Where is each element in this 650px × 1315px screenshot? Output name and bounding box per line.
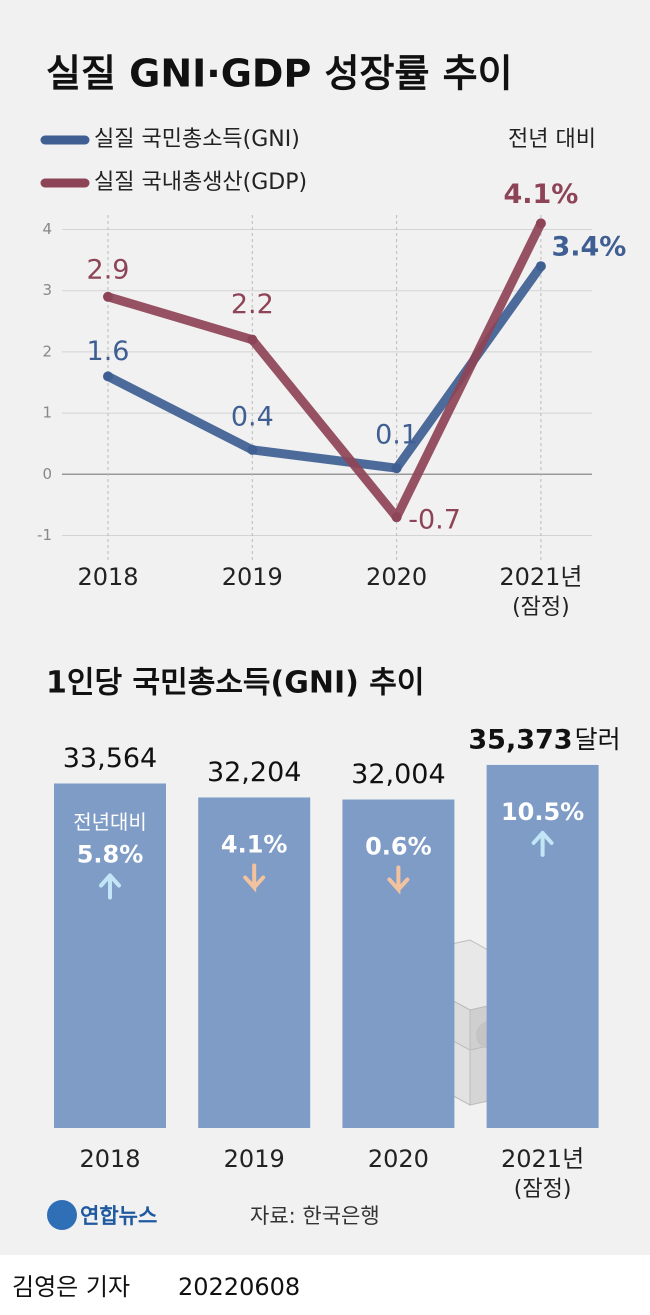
data-label: 1.6 [87, 336, 130, 367]
point [103, 291, 113, 302]
data-label: -0.7 [408, 505, 461, 536]
x-tick-label: 2019 [224, 1145, 285, 1173]
legend-label: 실질 국민총소득(GNI) [94, 127, 300, 152]
unit-label: 달러 [575, 725, 621, 754]
point [103, 371, 113, 382]
source: 자료: 한국은행 [250, 1204, 380, 1228]
growth-title: 전년대비 [73, 810, 147, 834]
x-tick-label: 2018 [77, 563, 138, 591]
point [535, 218, 546, 229]
bar [342, 799, 455, 1128]
point [247, 334, 258, 345]
bar [198, 797, 311, 1128]
legend-label: 실질 국내총생산(GDP) [94, 170, 307, 195]
data-label: 32,004 [351, 759, 445, 790]
logo: 연합뉴스 [47, 1200, 157, 1230]
chart-title: 실질 GNI·GDP 성장률 추이 [46, 52, 513, 96]
annotation: 전년 대비 [508, 127, 596, 152]
data-label: 4.1% [503, 179, 578, 210]
y-tick-label: 4 [42, 220, 52, 238]
byline: 김영은 기자 [12, 1273, 130, 1301]
y-tick-label: 2 [42, 342, 52, 360]
data-label: 3.4% [551, 232, 626, 263]
data-label: 33,564 [63, 743, 157, 774]
growth-label: 4.1% [221, 830, 288, 858]
growth-arrow [243, 863, 266, 893]
data-label: 0.4 [231, 401, 274, 432]
x-tick-label: 2020 [368, 1145, 429, 1173]
point [535, 261, 546, 272]
x-tick-label: 2021년 [499, 563, 582, 591]
data-label: 2.2 [231, 289, 274, 320]
bar [486, 764, 599, 1128]
growth-arrow [387, 865, 410, 895]
data-label: 2.9 [87, 254, 130, 285]
growth-arrow [531, 830, 554, 857]
point [247, 444, 258, 455]
point [391, 463, 402, 474]
y-tick-label: 3 [42, 281, 52, 299]
data-label: 0.1 [375, 420, 418, 451]
y-tick-label: 1 [42, 404, 52, 422]
growth-arrow [99, 873, 121, 900]
category-note: (잠정) [514, 1177, 572, 1202]
data-label: 32,204 [207, 757, 301, 788]
growth-label: 5.8% [77, 841, 144, 869]
date: 20220608 [178, 1273, 300, 1301]
logo-text: 연합뉴스 [80, 1204, 157, 1228]
x-tick-label: 2018 [79, 1145, 140, 1173]
line [106, 221, 545, 522]
x-tick-label: 2020 [366, 563, 427, 591]
y-tick-label: 0 [42, 465, 52, 483]
y-tick-label: -1 [37, 526, 52, 544]
growth-label: 0.6% [365, 833, 432, 861]
point [391, 512, 402, 523]
bar [54, 783, 166, 1128]
x-tick-label: 2021년 [501, 1145, 584, 1173]
category-note: (잠정) [512, 595, 570, 620]
x-tick-label: 2019 [222, 563, 283, 591]
chart-title: 1인당 국민총소득(GNI) 추이 [46, 666, 424, 701]
data-label: 35,373 [468, 724, 572, 755]
growth-label: 10.5% [501, 798, 584, 826]
